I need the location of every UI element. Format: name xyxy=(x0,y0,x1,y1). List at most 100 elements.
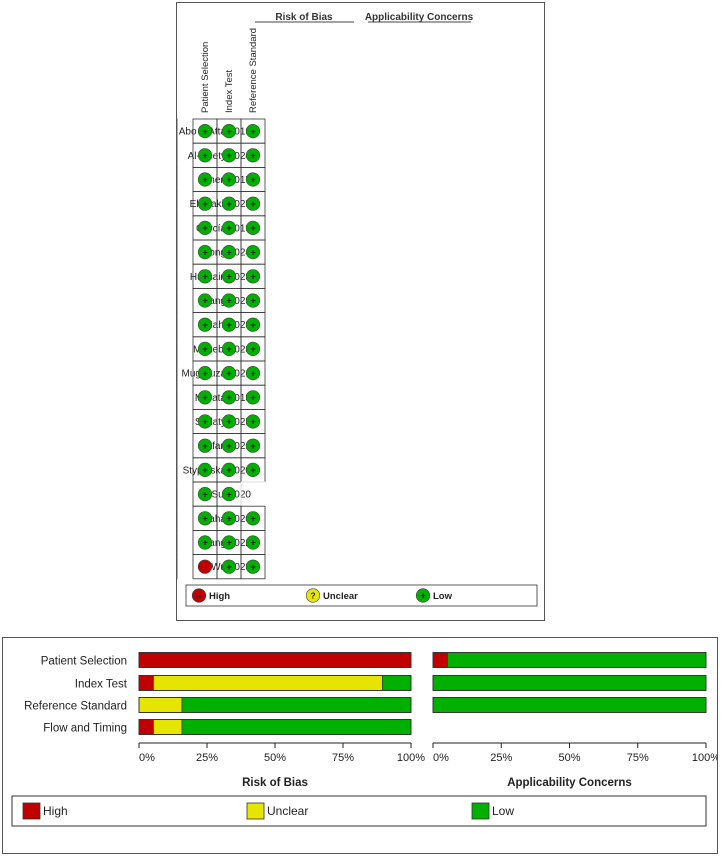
low-symbol-circle xyxy=(221,269,237,284)
legend-high-icon: – xyxy=(191,588,207,603)
low-symbol-glyph: + xyxy=(202,465,208,476)
app-cell-low: + xyxy=(245,317,261,332)
app-cell-low: + xyxy=(245,341,261,357)
low-symbol-glyph: + xyxy=(202,126,208,137)
legend-label: Unclear xyxy=(267,804,308,818)
app-cell-low: + xyxy=(221,341,237,357)
app-cell-low: + xyxy=(221,414,237,429)
risk-of-bias-graph: Patient Selection Index Test Reference Sta… xyxy=(2,637,720,854)
low-symbol-glyph: + xyxy=(250,272,256,283)
low-symbol-glyph: + xyxy=(226,417,232,428)
category-label: Flow and Timing xyxy=(43,723,127,735)
app-cell-low: + xyxy=(245,559,261,574)
x-tick-label: 75% xyxy=(627,752,649,764)
study-label: Hussain 2023 xyxy=(190,272,252,283)
low-symbol-circle xyxy=(221,124,237,139)
x-tick-label: 100% xyxy=(397,752,425,764)
low-symbol-glyph: + xyxy=(226,538,232,549)
low-symbol-circle xyxy=(221,462,237,478)
low-symbol-glyph: + xyxy=(202,247,208,258)
x-tick-label: 50% xyxy=(558,752,580,764)
app-cell-low: + xyxy=(245,511,261,526)
risk-of-bias-summary: Risk of Bias Applicability Concerns Patien… xyxy=(80,2,545,621)
low-symbol-glyph: + xyxy=(202,151,208,162)
low-symbol-glyph: + xyxy=(420,591,426,602)
app-cell-low: + xyxy=(221,148,237,163)
bar-outline xyxy=(432,652,707,668)
low-symbol-glyph: + xyxy=(250,126,256,137)
x-tick-label: 50% xyxy=(264,752,286,764)
low-symbol-glyph: + xyxy=(202,320,208,331)
graph-legend: High Unclear Low xyxy=(11,795,707,827)
app-cell-low: + xyxy=(197,317,213,332)
low-symbol-glyph: + xyxy=(202,393,208,404)
legend-swatch xyxy=(22,802,41,820)
low-symbol-circle xyxy=(221,511,237,526)
low-symbol-glyph: + xyxy=(226,514,232,525)
high-symbol-circle xyxy=(197,559,213,574)
bar-segment xyxy=(432,675,707,691)
low-symbol-glyph: + xyxy=(250,199,256,210)
app-cell-low: + xyxy=(245,124,261,139)
low-symbol-circle xyxy=(245,196,261,211)
study-label: Al-Heety 2024 xyxy=(188,151,252,162)
summary-grid: Risk of Bias Applicability Concerns Patien… xyxy=(80,12,538,607)
app-cell-low: + xyxy=(221,293,237,308)
bar-segment xyxy=(382,675,412,691)
low-symbol-circle xyxy=(221,438,237,453)
low-symbol-circle xyxy=(197,148,213,163)
low-symbol-glyph: + xyxy=(226,272,232,283)
bar-segment xyxy=(138,697,183,713)
low-symbol-glyph: + xyxy=(250,417,256,428)
low-symbol-circle xyxy=(245,511,261,526)
low-symbol-circle xyxy=(245,462,261,478)
app-cell-low: + xyxy=(245,414,261,429)
bar-segment xyxy=(447,652,707,668)
unclear-symbol-circle xyxy=(305,588,321,603)
low-symbol-circle xyxy=(221,245,237,260)
low-symbol-circle xyxy=(197,390,213,405)
low-symbol-circle xyxy=(221,487,237,502)
app-cell-low: + xyxy=(221,196,237,211)
low-symbol-glyph: + xyxy=(202,199,208,210)
app-cell-low: + xyxy=(245,535,261,550)
legend-label: Unclear xyxy=(323,591,358,602)
low-symbol-glyph: + xyxy=(226,441,232,452)
low-symbol-circle xyxy=(245,341,261,357)
x-tick-label: 0% xyxy=(139,752,155,764)
app-cell-low: + xyxy=(197,535,213,550)
low-symbol-circle xyxy=(197,124,213,139)
summary-legend: High Unclear Low xyxy=(185,584,538,607)
low-symbol-glyph: + xyxy=(250,465,256,476)
low-symbol-circle xyxy=(221,293,237,308)
app-cell-low: + xyxy=(221,366,237,381)
category-label: Index Test xyxy=(75,679,128,691)
app-cell-low: + xyxy=(245,366,261,381)
low-symbol-circle xyxy=(221,390,237,405)
bar-segment xyxy=(432,652,448,668)
bar-segment xyxy=(138,652,412,668)
low-symbol-glyph: + xyxy=(250,393,256,404)
bar-segment xyxy=(138,675,154,691)
app-cell-low: + xyxy=(221,172,237,187)
low-symbol-glyph: + xyxy=(250,441,256,452)
app-cell-low: + xyxy=(221,559,237,574)
low-symbol-glyph: + xyxy=(226,393,232,404)
x-tick-label: 0% xyxy=(433,752,449,764)
app-cell-low: + xyxy=(197,124,213,139)
app-cell-low: + xyxy=(221,245,237,260)
low-symbol-glyph: + xyxy=(226,247,232,258)
low-symbol-glyph: + xyxy=(202,296,208,307)
legend-unclear-icon: ? xyxy=(305,588,321,603)
bar-segment xyxy=(181,697,412,713)
low-symbol-circle xyxy=(245,148,261,163)
legend-label: High xyxy=(43,804,68,818)
panel-title: Risk of Bias xyxy=(242,777,308,789)
low-symbol-circle xyxy=(197,414,213,429)
low-symbol-glyph: + xyxy=(226,320,232,331)
low-symbol-glyph: + xyxy=(226,344,232,355)
legend-swatch xyxy=(471,802,490,820)
app-cell-low: + xyxy=(221,487,237,502)
low-symbol-glyph: + xyxy=(226,151,232,162)
app-cell-low: + xyxy=(245,269,261,284)
